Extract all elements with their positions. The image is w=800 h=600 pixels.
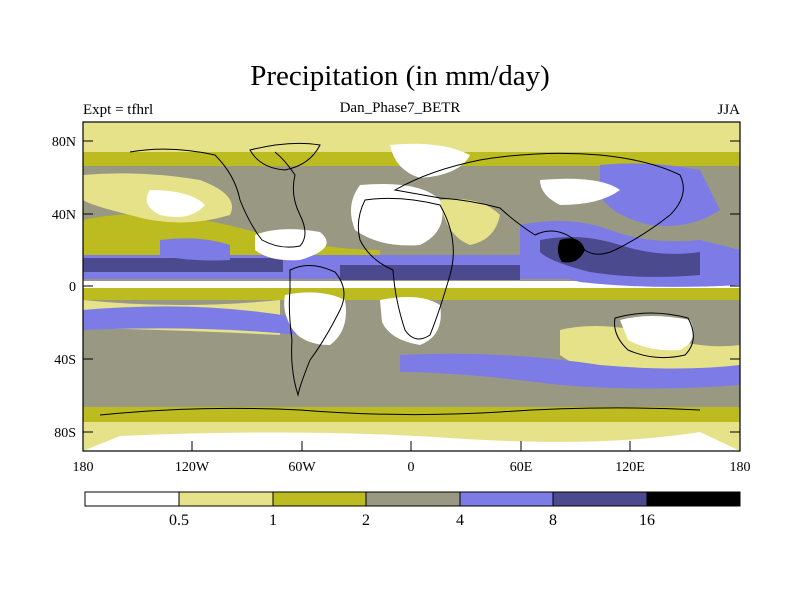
tick-marks [83, 140, 740, 451]
caribbean-dry [255, 229, 327, 261]
lon-tick-120w: 120W [175, 460, 210, 475]
lat-tick-40n: 40N [52, 208, 76, 223]
lon-tick-180w: 180 [73, 460, 94, 475]
lon-tick-0: 0 [408, 460, 415, 475]
colorbar-label-1: 1 [269, 512, 277, 529]
colorbar-label-5: 16 [639, 512, 655, 529]
colorbar-box-5 [552, 491, 648, 507]
north-america-coast [129, 148, 306, 248]
lon-tick-180e: 180 [730, 460, 751, 475]
lat-tick-40s: 40S [54, 353, 76, 368]
experiment-label: Expt = tfhrl [83, 102, 154, 118]
s-indian-track [400, 353, 740, 389]
equatorial-dry-strip [83, 281, 740, 288]
east-asia-rain [600, 163, 720, 226]
s-storm-track [83, 306, 300, 335]
map-field [83, 122, 740, 451]
colorbar-box-6 [646, 491, 741, 507]
coastlines [99, 142, 701, 416]
colorbar-box-0 [84, 491, 180, 507]
itcz-core-africa [340, 265, 520, 280]
eurasia-coast [393, 152, 684, 255]
e-pacific-monsoon [160, 238, 230, 261]
season-label: JJA [717, 102, 740, 118]
central-asia-dry [540, 178, 620, 205]
s-equatorial-band [83, 288, 740, 300]
s-africa-dry [380, 296, 441, 345]
lat-tick-80n: 80N [52, 135, 76, 150]
arabia-dry [440, 199, 500, 245]
lat-tick-eq: 0 [69, 280, 76, 295]
colorbar-label-3: 4 [456, 512, 464, 529]
australia-dry [620, 316, 694, 351]
colorbar-label-0: 0.5 [169, 512, 189, 529]
n-pacific-white [146, 190, 205, 218]
itcz-core-pacific [83, 258, 283, 272]
south-america-coast [288, 265, 345, 397]
lon-tick-60e: 60E [510, 460, 533, 475]
australia-coast [614, 312, 694, 359]
lon-tick-60w: 60W [288, 460, 316, 475]
europe-dry [390, 143, 470, 178]
antarctica-coast [99, 407, 701, 416]
lon-tick-120e: 120E [615, 460, 645, 475]
colorbar-label-2: 2 [362, 512, 370, 529]
colorbar-box-3 [365, 491, 461, 507]
map-subtitle: Dan_Phase7_BETR [339, 100, 461, 116]
colorbar: 0.5 1 2 4 8 16 [84, 491, 741, 529]
colorbar-box-2 [272, 491, 367, 507]
colorbar-label-4: 8 [549, 512, 557, 529]
colorbar-box-1 [178, 491, 274, 507]
s-america-dry [284, 292, 346, 345]
map-title: Precipitation (in mm/day) [250, 60, 550, 92]
colorbar-box-4 [459, 491, 554, 507]
africa-coast [357, 197, 454, 340]
greenland-coast [249, 142, 321, 171]
lat-tick-80s: 80S [54, 426, 76, 441]
